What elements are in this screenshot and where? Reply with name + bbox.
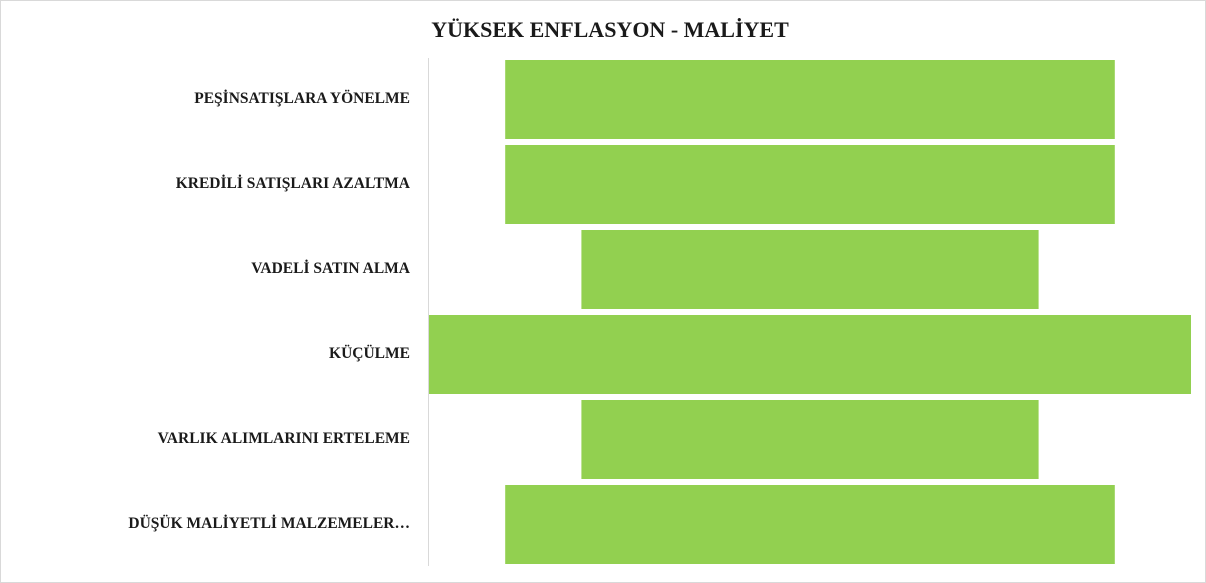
chart-title: YÜKSEK ENFLASYON - MALİYET — [431, 17, 789, 42]
category-label: KREDİLİ SATIŞLARI AZALTMA — [176, 175, 411, 192]
bar — [581, 400, 1039, 479]
category-label: VADELİ SATIN ALMA — [251, 260, 411, 277]
bar — [429, 315, 1191, 394]
bar — [505, 145, 1115, 224]
bar — [581, 230, 1039, 309]
category-label: VARLIK ALIMLARINI ERTELEME — [158, 430, 410, 447]
category-label: PEŞİNSATIŞLARA YÖNELME — [194, 90, 410, 107]
category-label: DÜŞÜK MALİYETLİ MALZEMELER… — [128, 515, 410, 532]
bar — [505, 60, 1115, 139]
bar — [505, 485, 1115, 564]
category-label: KÜÇÜLME — [329, 345, 410, 362]
